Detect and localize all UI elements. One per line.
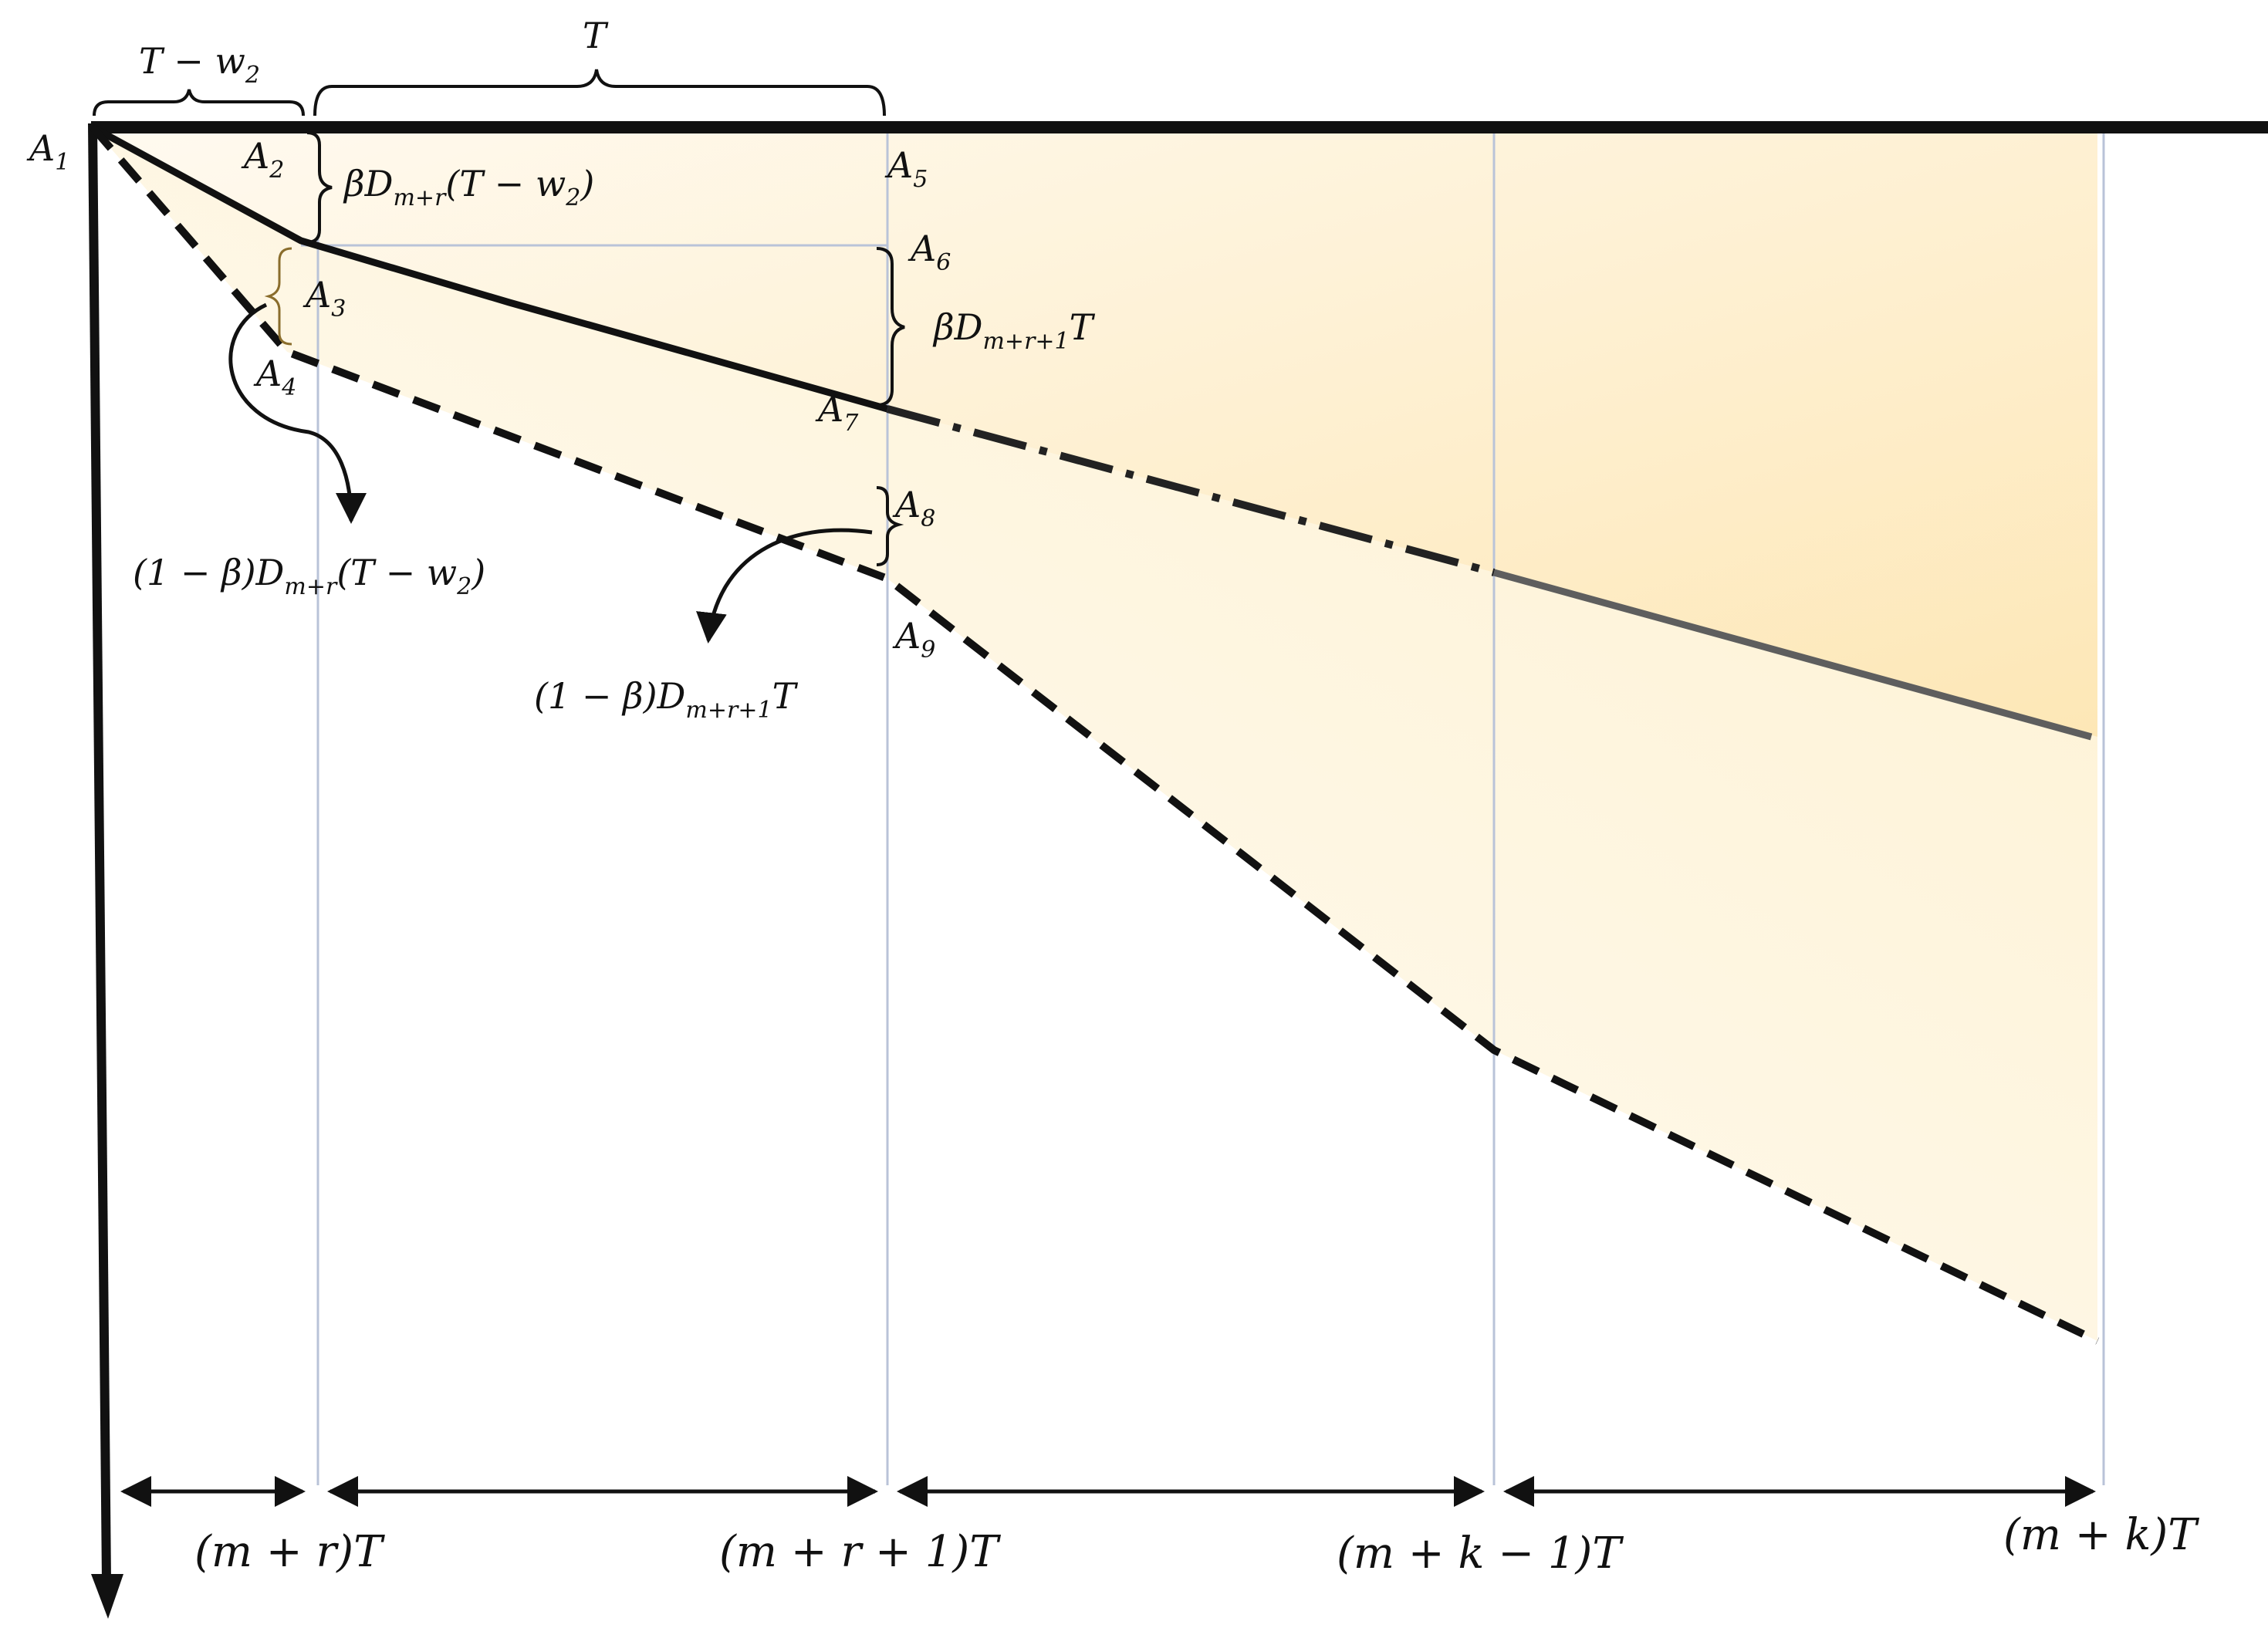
x-label-m-k: (m + k)T (2003, 1510, 2199, 1560)
x-label-m-k-1: (m + k − 1)T (1337, 1528, 1624, 1579)
point-label-a1: A1 (26, 127, 69, 176)
upper-shaded-region (93, 127, 2097, 737)
point-label-a5: A5 (884, 144, 928, 193)
annotation-one-minus-beta-d-m-r: (1 − β)Dm+r(T − w2) (133, 552, 485, 600)
brace-t-minus-w2 (93, 89, 305, 117)
brace-beta-first (306, 131, 333, 244)
guide-lines (316, 127, 2105, 1485)
solid-line-a1-a7 (90, 124, 889, 413)
point-label-a7: A7 (815, 388, 859, 437)
brace-one-minus-beta-second (876, 486, 904, 566)
dash-dot-line (886, 405, 1496, 576)
annotation-beta-d-m-r: βDm+r(T − w2) (343, 163, 594, 211)
vertical-axis-arrowhead (91, 1574, 123, 1619)
brace-beta-second (876, 247, 905, 407)
x-label-m-r: (m + r)T (194, 1527, 385, 1577)
point-label-a3: A3 (303, 274, 346, 323)
point-label-a8: A8 (892, 484, 935, 532)
curved-arrow-first (228, 302, 367, 524)
brace-t (313, 69, 886, 117)
label-t: T (583, 15, 609, 56)
point-label-a6: A6 (908, 228, 951, 276)
point-label-a9: A9 (892, 615, 935, 664)
curved-arrow-second (696, 528, 873, 643)
label-t-minus-w2: T − w2 (139, 40, 260, 89)
solid-line-end (1492, 569, 2093, 741)
annotation-one-minus-beta-d-m-r-1: (1 − β)Dm+r+1T (534, 675, 799, 724)
vertical-axis (88, 123, 111, 1582)
brace-one-minus-beta-first (264, 247, 292, 346)
x-label-m-r-1: (m + r + 1)T (719, 1527, 1001, 1577)
point-label-a4: A4 (253, 353, 296, 401)
annotation-beta-d-m-r-1: βDm+r+1T (932, 306, 1096, 355)
lower-shaded-region (93, 127, 2097, 1341)
dashed-line (90, 124, 2100, 1345)
point-label-a2: A2 (241, 135, 284, 184)
